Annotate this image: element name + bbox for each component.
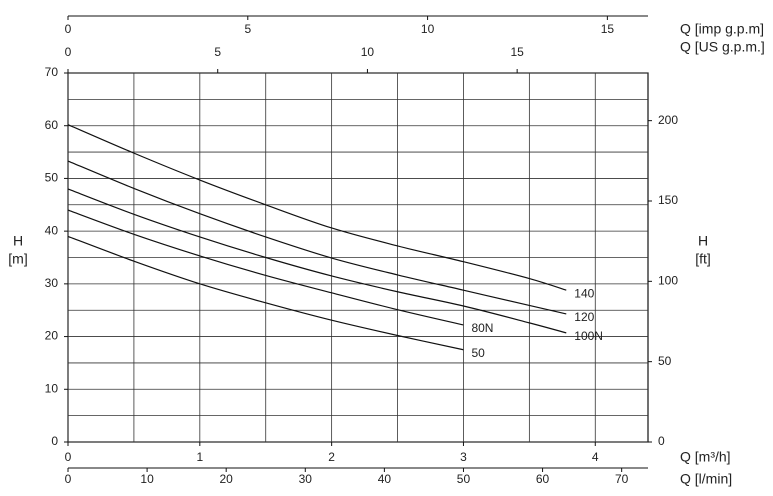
y-tick-label: 50 (45, 171, 59, 185)
y2-tick-label: 0 (658, 434, 665, 448)
x-tick-label: 0 (65, 22, 72, 36)
x-tick-label: 50 (457, 472, 471, 486)
x-tick-label: 0 (65, 472, 72, 486)
y-tick-label: 40 (45, 223, 59, 237)
x-tick-label: 70 (615, 472, 629, 486)
x-tick-label: 0 (65, 450, 72, 464)
x-tick-label: 20 (220, 472, 234, 486)
x-tick-label: 40 (378, 472, 392, 486)
axis-label: [ft] (695, 251, 711, 267)
axis-label: H (698, 233, 708, 249)
pump-curve (67, 209, 464, 326)
pump-curve (67, 124, 567, 291)
x-tick-label: 10 (361, 45, 375, 59)
x-tick-label: 10 (140, 472, 154, 486)
x-tick-label: 10 (421, 22, 435, 36)
y2-tick-label: 50 (658, 354, 672, 368)
x-tick-label: 30 (299, 472, 313, 486)
x-tick-label: 0 (65, 45, 72, 59)
y-tick-label: 20 (45, 329, 59, 343)
curve-label: 50 (471, 346, 485, 360)
x-axis-label: Q [l/min] (680, 471, 732, 487)
x-tick-label: 4 (592, 450, 599, 464)
axis-label: H (13, 233, 23, 249)
pump-curve (67, 160, 567, 315)
x-tick-label: 5 (214, 45, 221, 59)
curve-label: 140 (574, 286, 594, 300)
x-tick-label: 15 (601, 22, 615, 36)
y-tick-label: 60 (45, 118, 59, 132)
pump-curve (67, 235, 464, 351)
x-axis-label: Q [imp g.p.m] (680, 21, 764, 37)
y2-tick-label: 100 (658, 273, 678, 287)
y2-tick-label: 150 (658, 193, 678, 207)
y-tick-label: 70 (45, 65, 59, 79)
x-axis-label: Q [US g.p.m.] (680, 39, 765, 55)
x-axis-label: Q [m³/h] (680, 449, 731, 465)
curve-label: 80N (471, 321, 493, 335)
x-tick-label: 15 (510, 45, 524, 59)
y-tick-label: 0 (51, 434, 58, 448)
x-tick-label: 60 (536, 472, 550, 486)
pump-curve (67, 188, 567, 334)
curve-label: 100N (574, 329, 603, 343)
axis-label: [m] (8, 251, 27, 267)
x-tick-label: 5 (244, 22, 251, 36)
y2-tick-label: 200 (658, 113, 678, 127)
x-tick-label: 2 (328, 450, 335, 464)
x-tick-label: 3 (460, 450, 467, 464)
curve-label: 120 (574, 310, 594, 324)
y-tick-label: 10 (45, 381, 59, 395)
x-tick-label: 1 (196, 450, 203, 464)
y-tick-label: 30 (45, 276, 59, 290)
